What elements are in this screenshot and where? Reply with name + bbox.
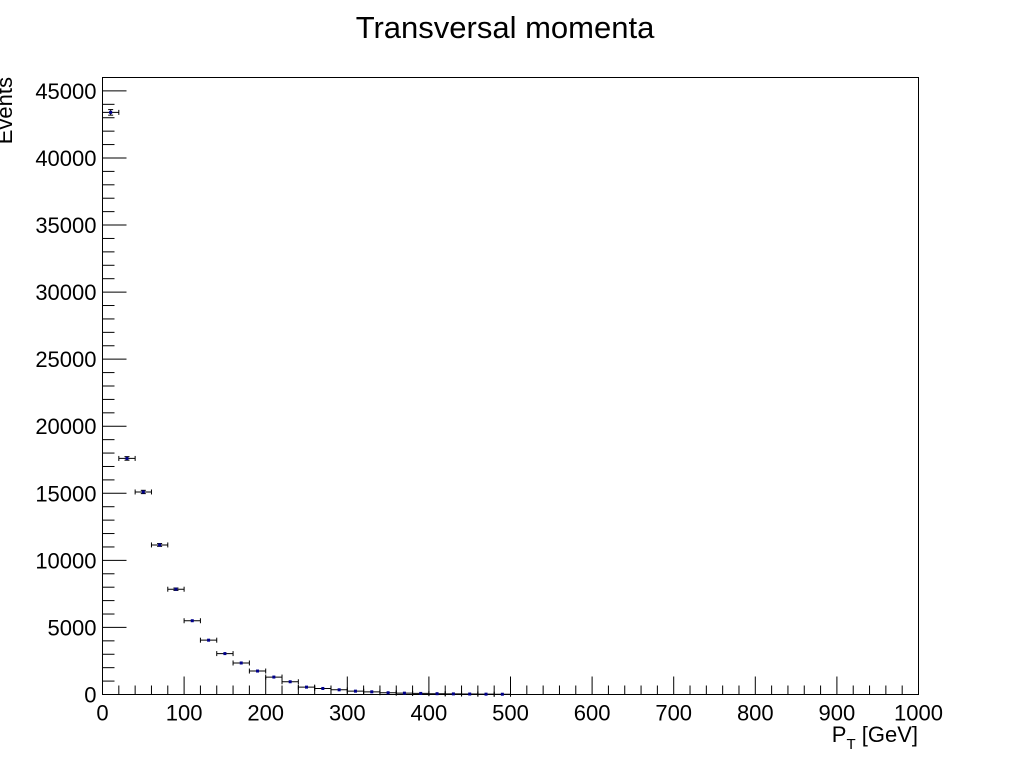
data-marker bbox=[190, 619, 194, 623]
x-tick-label: 400 bbox=[411, 701, 448, 726]
data-marker bbox=[256, 669, 260, 673]
data-point bbox=[134, 489, 152, 495]
data-marker bbox=[419, 691, 423, 695]
x-tick-label: 1000 bbox=[894, 701, 943, 726]
data-point bbox=[330, 687, 348, 693]
data-point bbox=[297, 684, 316, 690]
data-marker bbox=[158, 543, 162, 547]
x-axis-label-sub: T bbox=[846, 736, 855, 753]
y-tick-label: 40000 bbox=[35, 146, 96, 171]
data-marker bbox=[321, 686, 325, 690]
data-marker bbox=[239, 661, 243, 665]
y-tick-label: 10000 bbox=[35, 548, 96, 573]
y-tick-label: 0 bbox=[84, 683, 96, 708]
chart-title: Transversal momenta bbox=[356, 10, 655, 45]
y-tick-label: 15000 bbox=[35, 481, 96, 506]
data-marker bbox=[288, 680, 292, 684]
data-point bbox=[265, 674, 283, 680]
plot-frame bbox=[102, 77, 919, 695]
x-tick-label: 800 bbox=[737, 701, 774, 726]
data-point bbox=[363, 689, 381, 695]
data-marker bbox=[207, 638, 211, 642]
data-points bbox=[102, 109, 511, 697]
data-point bbox=[216, 651, 234, 657]
y-tick-label: 20000 bbox=[35, 414, 96, 439]
x-tick-label: 300 bbox=[329, 701, 366, 726]
data-point bbox=[118, 455, 136, 461]
y-tick-label: 45000 bbox=[35, 79, 96, 104]
data-marker bbox=[451, 692, 455, 696]
data-marker bbox=[174, 587, 178, 591]
x-axis-label: PT [GeV] bbox=[832, 722, 918, 753]
data-marker bbox=[141, 490, 145, 494]
data-point bbox=[428, 691, 446, 697]
x-tick-label: 600 bbox=[574, 701, 611, 726]
data-point bbox=[183, 618, 201, 624]
data-marker bbox=[337, 688, 341, 692]
data-point bbox=[150, 542, 169, 548]
data-marker bbox=[386, 691, 390, 695]
data-point bbox=[346, 688, 365, 694]
y-tick-label: 35000 bbox=[35, 213, 96, 238]
x-tick-label: 200 bbox=[247, 701, 284, 726]
data-point bbox=[199, 637, 218, 643]
data-marker bbox=[370, 690, 374, 694]
y-tick-label: 30000 bbox=[35, 280, 96, 305]
x-tick-label: 700 bbox=[655, 701, 692, 726]
x-tick-label: 900 bbox=[819, 701, 856, 726]
data-point bbox=[167, 586, 185, 592]
data-marker bbox=[402, 691, 406, 695]
y-axis: 0 5000 10000 15000 20000 25000 30000 35000 40000… bbox=[35, 77, 127, 708]
x-tick-label: 100 bbox=[166, 701, 203, 726]
data-point bbox=[102, 109, 120, 116]
data-marker bbox=[223, 652, 227, 656]
x-axis-label-unit: [GeV] bbox=[856, 722, 918, 747]
data-marker bbox=[125, 456, 129, 460]
data-point bbox=[477, 691, 495, 697]
data-marker bbox=[484, 692, 488, 696]
y-tick-label: 25000 bbox=[35, 347, 96, 372]
data-marker bbox=[435, 692, 439, 696]
data-point bbox=[232, 660, 250, 666]
data-point bbox=[314, 685, 332, 691]
data-marker bbox=[109, 110, 113, 114]
data-point bbox=[248, 668, 267, 674]
data-point bbox=[493, 691, 511, 697]
x-tick-label: 500 bbox=[492, 701, 529, 726]
x-axis: 0 100 200 300 400 500 600 700 800 900 1000 bbox=[96, 676, 943, 726]
data-point bbox=[444, 691, 463, 697]
y-axis-label: Events bbox=[0, 77, 17, 144]
data-point bbox=[461, 691, 479, 697]
data-marker bbox=[468, 692, 472, 696]
y-tick-label: 5000 bbox=[48, 615, 97, 640]
data-marker bbox=[500, 692, 504, 696]
data-marker bbox=[353, 689, 357, 693]
x-tick-label: 0 bbox=[96, 701, 108, 726]
data-point bbox=[412, 690, 430, 696]
x-axis-label-main: P bbox=[832, 722, 847, 747]
data-marker bbox=[272, 675, 276, 679]
data-point bbox=[281, 679, 299, 685]
data-marker bbox=[305, 685, 308, 689]
